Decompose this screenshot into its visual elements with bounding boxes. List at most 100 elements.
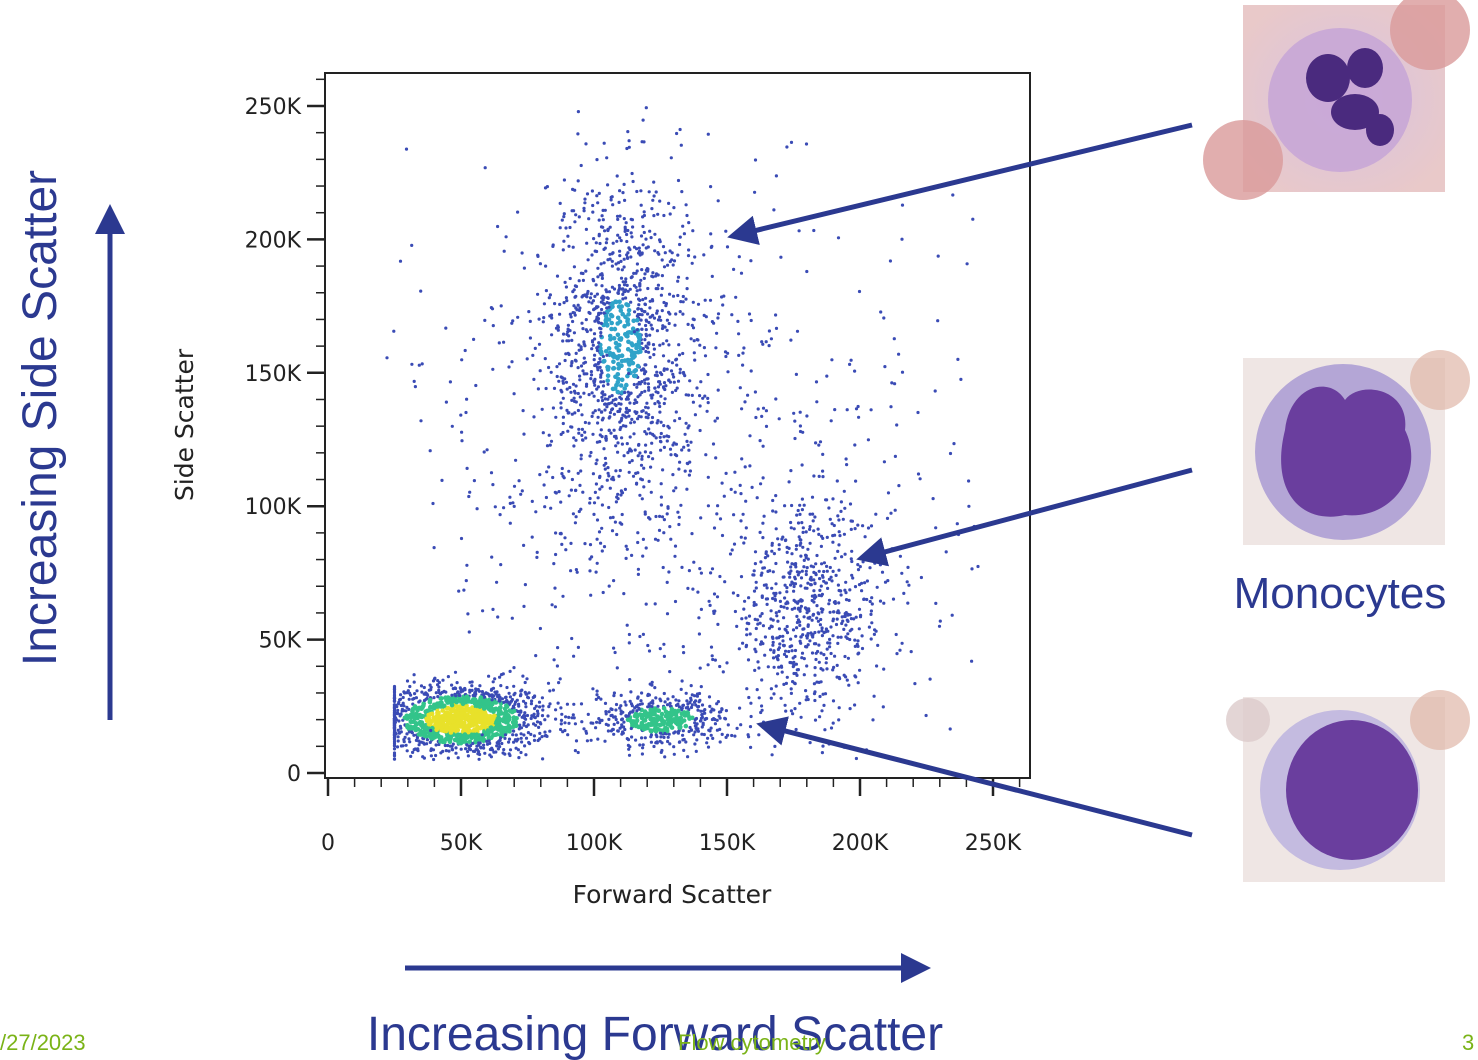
data-point (736, 593, 740, 598)
data-point (563, 728, 567, 733)
data-point (597, 321, 601, 325)
data-point (669, 453, 673, 457)
data-point (728, 552, 733, 556)
data-point (900, 370, 905, 374)
data-point (902, 591, 906, 596)
data-point (788, 660, 792, 665)
data-point (602, 247, 606, 251)
data-point (626, 251, 630, 255)
data-point (971, 217, 975, 221)
data-point (760, 414, 764, 418)
data-point (934, 526, 938, 530)
data-point (437, 688, 441, 693)
data-point (881, 705, 885, 709)
data-point (577, 215, 581, 219)
data-point (508, 748, 513, 752)
data-point (659, 495, 664, 499)
data-point (789, 687, 793, 691)
data-point (524, 736, 529, 740)
data-point (505, 725, 511, 731)
data-point (848, 362, 852, 366)
data-point (434, 726, 440, 731)
data-point (450, 693, 454, 697)
data-point (609, 431, 613, 435)
data-point (702, 313, 706, 317)
data-point (499, 304, 503, 308)
data-point (423, 725, 429, 730)
data-point (412, 673, 416, 677)
data-point (659, 420, 663, 424)
data-point (448, 744, 452, 748)
data-point (560, 218, 564, 222)
data-point (470, 688, 474, 693)
data-point (663, 731, 667, 736)
data-point (687, 221, 691, 225)
data-point (601, 590, 605, 595)
data-point (638, 298, 642, 302)
data-point (666, 263, 670, 267)
data-point (588, 569, 592, 573)
data-point (819, 680, 823, 684)
data-point (595, 689, 599, 693)
data-point (648, 707, 653, 713)
data-point (466, 749, 470, 754)
data-point (596, 362, 600, 366)
data-point (664, 713, 669, 718)
data-point (654, 436, 658, 440)
data-point (569, 390, 573, 394)
data-point (554, 415, 558, 419)
data-point (545, 470, 549, 474)
data-point (832, 610, 836, 614)
data-point (776, 672, 780, 676)
data-point (773, 744, 777, 749)
data-point (804, 698, 808, 702)
data-point (865, 579, 870, 583)
data-point (745, 687, 749, 691)
data-point (641, 118, 645, 122)
data-point (406, 689, 410, 693)
data-point (777, 609, 781, 614)
data-point (450, 714, 456, 720)
data-point (821, 475, 825, 479)
data-point (913, 682, 917, 686)
data-point (677, 699, 681, 703)
data-point (522, 723, 526, 727)
data-point (583, 201, 587, 205)
data-point (870, 621, 874, 625)
data-point (595, 158, 599, 162)
data-point (534, 510, 538, 514)
data-point (636, 567, 641, 571)
data-point (814, 562, 818, 566)
data-point (817, 474, 821, 478)
data-point (656, 212, 660, 216)
data-point (558, 677, 562, 681)
data-point (534, 723, 538, 727)
data-point (569, 541, 573, 546)
data-point (825, 535, 829, 540)
data-point (635, 289, 639, 293)
data-point (515, 739, 519, 743)
data-point (672, 745, 676, 749)
data-point (396, 708, 400, 713)
data-point (392, 699, 397, 703)
data-point (648, 333, 652, 337)
data-point (567, 715, 571, 720)
data-point (650, 441, 654, 445)
data-point (468, 490, 472, 494)
data-point (535, 550, 539, 555)
data-point (514, 458, 518, 462)
data-point (586, 289, 590, 294)
data-point (606, 471, 610, 475)
data-point (501, 751, 505, 755)
data-point (597, 313, 601, 317)
data-point (726, 370, 730, 374)
data-point (463, 348, 467, 353)
data-point (952, 442, 956, 446)
data-point (706, 736, 710, 740)
data-point (650, 327, 655, 331)
data-point (677, 725, 682, 730)
data-point (417, 363, 421, 367)
data-point (670, 361, 675, 365)
data-point (815, 604, 819, 608)
data-point (529, 702, 534, 706)
